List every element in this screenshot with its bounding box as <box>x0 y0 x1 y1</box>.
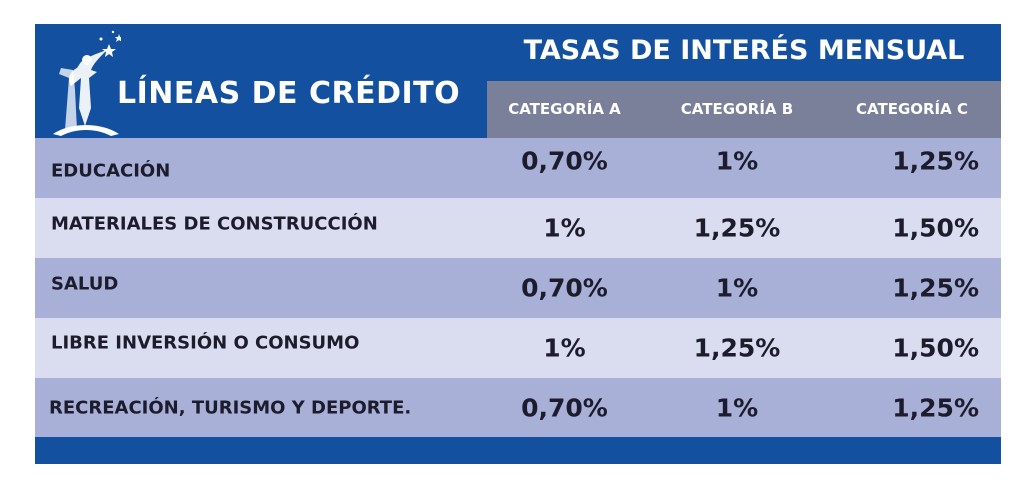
credit-rates-table: LÍNEAS DE CRÉDITO TASAS DE INTERÉS MENSU… <box>35 24 1001 464</box>
category-header-bar: CATEGORÍA A CATEGORÍA B CATEGORÍA C <box>487 81 1001 138</box>
category-c-header: CATEGORÍA C <box>856 100 968 118</box>
category-b-header: CATEGORÍA B <box>680 100 794 118</box>
rate-category-a: 1% <box>543 333 586 363</box>
rate-category-a: 0,70% <box>521 146 608 176</box>
rate-category-b: 1% <box>715 393 759 422</box>
table-row: EDUCACIÓN 0,70% 1% 1,25% <box>35 138 1001 198</box>
rate-category-b: 1,25% <box>693 333 781 363</box>
table-row: LIBRE INVERSIÓN O CONSUMO 1% 1,25% 1,50% <box>35 318 1001 378</box>
rate-category-c: 1,50% <box>892 333 979 363</box>
rate-category-b: 1,25% <box>693 213 781 243</box>
rate-category-b: 1% <box>715 273 759 303</box>
table-row: MATERIALES DE CONSTRUCCIÓN 1% 1,25% 1,50… <box>35 198 1001 258</box>
table-header: LÍNEAS DE CRÉDITO TASAS DE INTERÉS MENSU… <box>35 24 1001 138</box>
rate-category-a: 0,70% <box>521 393 608 422</box>
rate-category-b: 1% <box>715 146 759 176</box>
rate-category-a: 0,70% <box>521 273 608 303</box>
rates-title: TASAS DE INTERÉS MENSUAL <box>523 35 965 66</box>
table-row: RECREACIÓN, TURISMO Y DEPORTE. 0,70% 1% … <box>35 378 1001 437</box>
row-label: RECREACIÓN, TURISMO Y DEPORTE. <box>49 397 412 418</box>
row-label: LIBRE INVERSIÓN O CONSUMO <box>51 332 360 354</box>
category-a-header: CATEGORÍA A <box>508 100 621 118</box>
row-label: SALUD <box>51 273 119 295</box>
row-label: EDUCACIÓN <box>51 160 171 182</box>
figure-with-stars-logo-icon <box>53 30 121 136</box>
page-title: LÍNEAS DE CRÉDITO <box>117 76 461 111</box>
rate-category-c: 1,25% <box>892 146 979 176</box>
footer-bar <box>35 437 1001 464</box>
rate-category-c: 1,50% <box>892 213 979 243</box>
rate-category-a: 1% <box>543 213 586 243</box>
table-row: SALUD 0,70% 1% 1,25% <box>35 258 1001 318</box>
row-label: MATERIALES DE CONSTRUCCIÓN <box>51 213 378 235</box>
rate-category-c: 1,25% <box>892 273 979 303</box>
rate-category-c: 1,25% <box>892 393 979 422</box>
